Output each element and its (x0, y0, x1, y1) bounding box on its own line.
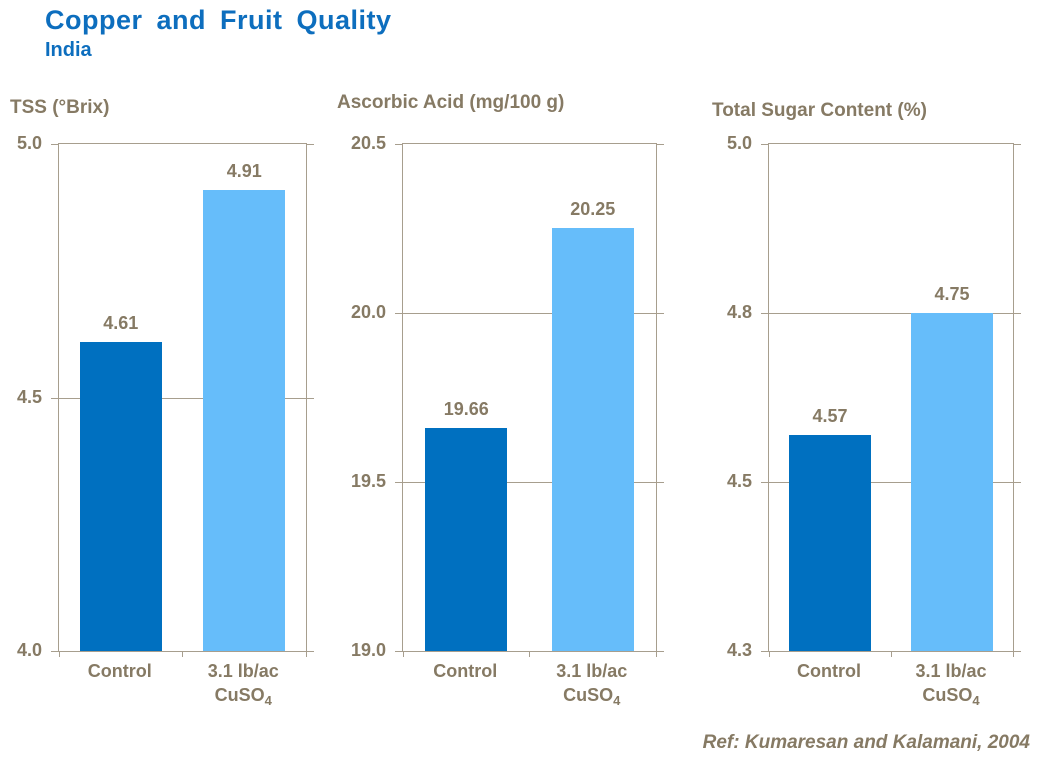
x-tick-mark (768, 651, 770, 657)
x-tick-mark (305, 651, 307, 657)
category-label-cuso4: 3.1 lb/ac CuSO4 (517, 659, 667, 713)
y-tick-mark (51, 398, 58, 399)
bar-value-label: 20.25 (570, 199, 616, 219)
y-tick-mark (395, 313, 402, 314)
chart-title: Total Sugar Content (%) (712, 100, 927, 121)
y-tick-mark (761, 313, 768, 314)
x-tick-mark (529, 651, 530, 657)
plot-area: 19.66 20.25 (395, 143, 664, 657)
y-tick-mark (1014, 482, 1021, 483)
y-tick-mark (1014, 651, 1021, 652)
bar-cuso4 (551, 228, 634, 651)
category-label-line: 3.1 lb/ac (915, 661, 987, 681)
category-label-line: CuSO4 (214, 685, 272, 708)
y-tick-label: 5.0 (726, 133, 752, 153)
chart-tss-brix: TSS (°Brix) 5.0 4.5 4.0 4.61 4.91 Control 3.… (0, 95, 330, 765)
gridline (403, 482, 656, 483)
chart-total-sugar: Total Sugar Content (%) 5.0 4.8 4.5 4.3 4.5… (690, 95, 1042, 765)
category-label-line: 3.1 lb/ac (556, 661, 628, 681)
y-tick-label: 5.0 (16, 133, 42, 153)
y-tick-mark (395, 651, 402, 652)
category-label-line: CuSO4 (563, 685, 621, 708)
y-tick-mark (657, 144, 664, 145)
y-tick-mark (761, 144, 768, 145)
y-tick-mark (657, 313, 664, 314)
y-tick-mark (51, 651, 58, 652)
bar-control (789, 435, 871, 651)
gridline (769, 313, 1013, 314)
x-axis: Control 3.1 lb/ac CuSO4 (768, 659, 1012, 719)
category-label-line: Control (433, 661, 498, 681)
page-title: Copper and Fruit Quality (45, 5, 392, 35)
x-tick-mark (1012, 651, 1014, 657)
y-tick-mark (657, 482, 664, 483)
y-tick-mark (51, 144, 58, 145)
y-tick-mark (761, 651, 768, 652)
x-axis: Control 3.1 lb/ac CuSO4 (58, 659, 305, 719)
y-tick-mark (307, 651, 314, 652)
category-label-cuso4: 3.1 lb/ac CuSO4 (876, 659, 1026, 713)
x-tick-mark (655, 651, 657, 657)
bar-value-label: 4.91 (226, 161, 262, 181)
y-tick-mark (657, 651, 664, 652)
bar-value-label: 4.61 (103, 313, 139, 333)
chart-title: TSS (°Brix) (10, 97, 110, 118)
x-tick-mark (58, 651, 60, 657)
y-tick-mark (307, 398, 314, 399)
gridline (769, 482, 1013, 483)
y-tick-label: 4.0 (16, 640, 42, 660)
y-tick-label: 20.0 (350, 302, 386, 322)
subscript: 4 (264, 693, 272, 708)
category-label-control: Control (754, 659, 904, 683)
x-tick-mark (402, 651, 404, 657)
y-axis: 20.5 20.0 19.5 19.0 (330, 133, 402, 660)
subscript: 4 (972, 693, 980, 708)
category-label-line: 3.1 lb/ac (207, 661, 279, 681)
y-tick-label: 4.5 (16, 387, 42, 407)
x-tick-mark (182, 651, 183, 657)
bar-value-label: 4.57 (812, 406, 848, 426)
plot-area: 4.61 4.91 (51, 143, 314, 657)
bar-value-label: 19.66 (443, 399, 489, 419)
x-tick-mark (890, 651, 892, 657)
bar-control (79, 342, 162, 651)
bar-control (425, 428, 508, 651)
y-tick-label: 4.8 (726, 302, 752, 322)
y-tick-label: 19.0 (350, 640, 386, 660)
y-tick-mark (395, 144, 402, 145)
category-label-cuso4: 3.1 lb/ac CuSO4 (168, 659, 318, 713)
chart-title: Ascorbic Acid (mg/100 g) (337, 92, 565, 113)
y-axis: 5.0 4.8 4.5 4.3 (690, 133, 768, 660)
y-tick-mark (307, 144, 314, 145)
category-label-line: CuSO4 (922, 685, 980, 708)
bar-cuso4 (203, 190, 286, 651)
y-tick-mark (1014, 144, 1021, 145)
gridline (403, 313, 656, 314)
chart-ascorbic-acid: Ascorbic Acid (mg/100 g) 20.5 20.0 19.5 19.… (330, 92, 690, 765)
y-tick-label: 4.5 (726, 471, 752, 491)
category-label-line: Control (797, 661, 861, 681)
plot-area: 4.57 4.75 (761, 143, 1021, 657)
bar-cuso4 (911, 313, 993, 651)
y-tick-label: 4.3 (726, 640, 752, 660)
y-axis: 5.0 4.5 4.0 (0, 133, 58, 660)
category-label-control: Control (390, 659, 540, 683)
page-subtitle: India (45, 39, 92, 61)
y-tick-label: 19.5 (350, 471, 386, 491)
reference-note: Ref: Kumaresan and Kalamani, 2004 (702, 732, 1030, 753)
y-tick-mark (395, 482, 402, 483)
subscript: 4 (613, 693, 621, 708)
category-label-control: Control (45, 659, 195, 683)
gridline (59, 398, 306, 399)
y-tick-label: 20.5 (350, 133, 386, 153)
bar-value-label: 4.75 (934, 284, 970, 304)
x-axis: Control 3.1 lb/ac CuSO4 (402, 659, 655, 719)
y-tick-mark (761, 482, 768, 483)
y-tick-mark (1014, 313, 1021, 314)
category-label-line: Control (87, 661, 152, 681)
